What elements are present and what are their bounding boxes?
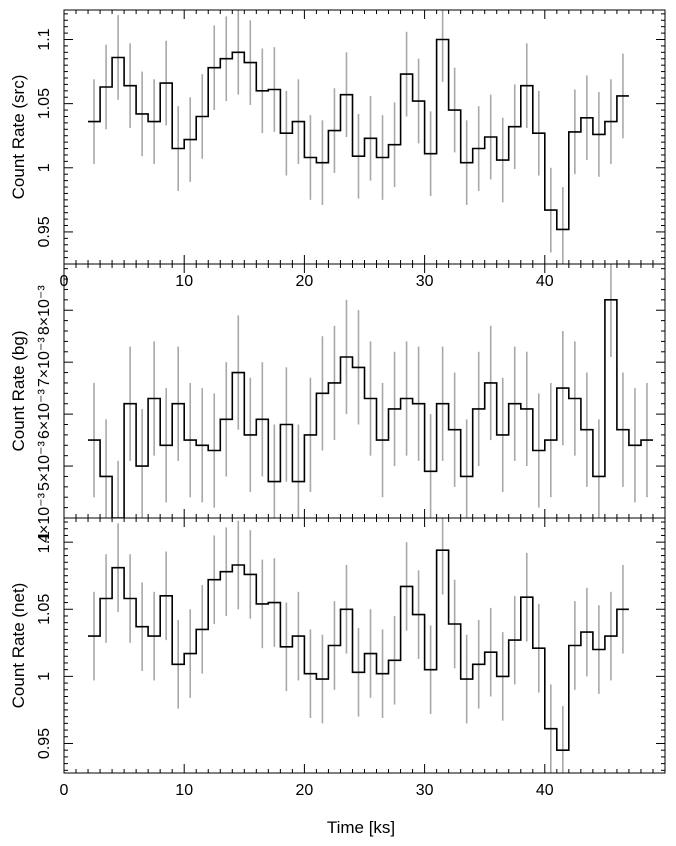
x-tick-label: 30 (416, 782, 434, 799)
y-tick-label: 1.05 (36, 88, 53, 119)
panel-2: 4×10⁻³5×10⁻³ 6×10⁻³ 7×10⁻³ 8×10⁻³ Count Rate… (9, 263, 666, 543)
x-tick-label: 40 (536, 273, 554, 290)
count-rate-step-line (88, 549, 629, 751)
y-tick-label: 0.95 (36, 728, 53, 759)
y-tick-label: 1.1 (36, 531, 53, 553)
y-tick-label: 8×10⁻³ (36, 285, 53, 335)
y-tick-label: 1.05 (36, 594, 53, 625)
y-tick-label: 1.1 (36, 28, 53, 50)
panels: 0 10 20 30 40 0.95 1 1.05 1.1 Count Rate (src) 4×1… (9, 9, 666, 799)
y-tick-label: 1 (36, 672, 53, 681)
x-tick-label: 10 (175, 273, 193, 290)
x-tick-label: 0 (60, 782, 69, 799)
y-axis-label: Count Rate (src) (9, 75, 28, 200)
y-tick-label: 1 (36, 163, 53, 172)
plot-area (88, 518, 629, 773)
plot-area (88, 10, 629, 264)
x-tick-label: 30 (416, 273, 434, 290)
x-axis-label: Time [ks] (327, 818, 395, 837)
y-tick-label: 7×10⁻³ (36, 337, 53, 387)
count-rate-step-line (88, 38, 629, 231)
x-tick-label: 40 (536, 782, 554, 799)
y-tick-label: 0.95 (36, 216, 53, 247)
y-tick-label: 5×10⁻³ (36, 441, 53, 491)
plot-area (88, 264, 653, 518)
y-axis-label: Count Rate (net) (9, 583, 28, 709)
x-tick-label: 20 (296, 273, 314, 290)
x-tick-label: 10 (175, 782, 193, 799)
x-tick-label: 20 (296, 782, 314, 799)
count-rate-step-line (88, 299, 653, 518)
panel-3: 0 10 20 30 40 0.95 1 1.05 1.1 Count Rate (net) (9, 517, 666, 799)
y-tick-label: 4×10⁻³ (36, 492, 53, 542)
y-axis-label: Count Rate (bg) (9, 331, 28, 452)
y-tick-label: 6×10⁻³ (36, 389, 53, 439)
